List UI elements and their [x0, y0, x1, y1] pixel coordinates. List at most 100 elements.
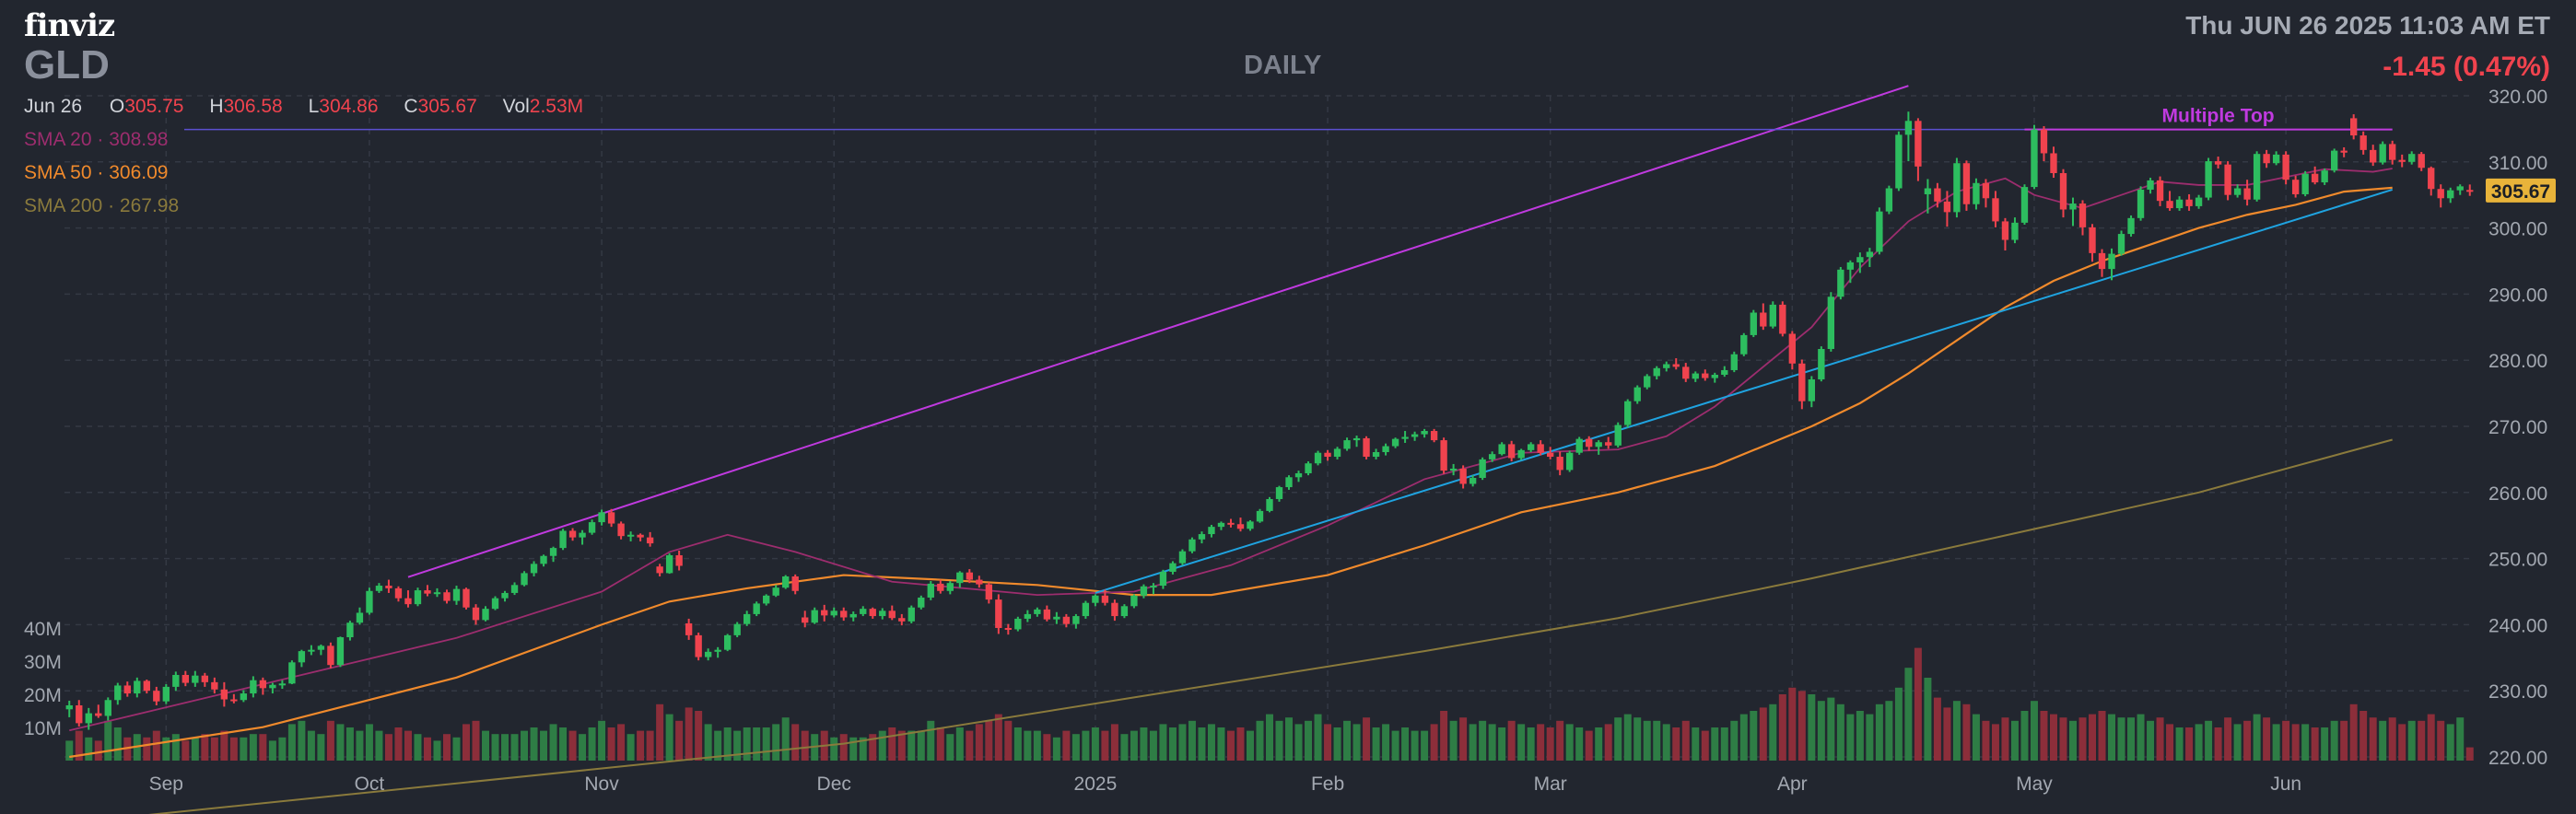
volume-bar — [1972, 714, 1980, 761]
candle-body — [2117, 234, 2125, 254]
candle-body — [2089, 227, 2096, 253]
candle-body — [2205, 161, 2212, 198]
volume-bar — [1120, 734, 1129, 761]
volume-tick-label: 30M — [24, 652, 62, 673]
candle-body — [1605, 442, 1612, 446]
candle-body — [463, 588, 470, 608]
candle-body — [1721, 369, 1728, 375]
sma50-legend[interactable]: SMA 50 · 306.09 — [24, 162, 169, 183]
candle-body — [1914, 121, 1922, 167]
candle-body — [1808, 379, 1816, 401]
price-tick-label: 220.00 — [2488, 748, 2547, 769]
candle-body — [134, 680, 141, 694]
volume-bar — [1894, 687, 1903, 761]
candle-body — [443, 592, 451, 601]
close-label: C — [404, 96, 418, 117]
volume-bar — [143, 737, 151, 761]
volume-bar — [2446, 724, 2454, 761]
volume-bar — [579, 734, 587, 761]
candle-body — [404, 598, 412, 605]
volume-bar — [1653, 720, 1661, 761]
sma20-legend[interactable]: SMA 20 · 308.98 — [24, 129, 169, 150]
volume-bar — [162, 737, 170, 761]
candle-body — [2137, 189, 2145, 218]
candle-body — [849, 613, 857, 618]
candle-body — [1294, 472, 1303, 478]
candle-body — [1324, 452, 1331, 458]
volume-bar — [287, 724, 296, 761]
volume-value: 2.53M — [529, 96, 584, 117]
volume-bar — [442, 734, 451, 761]
volume-bar — [2020, 711, 2029, 761]
volume-bar — [1517, 724, 1526, 761]
volume-bar — [317, 734, 325, 761]
candle-body — [2040, 129, 2048, 154]
candle-body — [153, 691, 160, 702]
volume-bar — [1808, 694, 1816, 761]
candle-body — [2263, 154, 2270, 164]
candle-body — [665, 555, 673, 574]
candle-body — [2418, 154, 2425, 169]
volume-bar — [1198, 727, 1206, 761]
candle-body — [1769, 304, 1776, 327]
candle-body — [259, 680, 267, 689]
volume-bar — [1759, 707, 1767, 761]
sma200-legend[interactable]: SMA 200 · 267.98 — [24, 195, 180, 216]
candle-body — [65, 704, 73, 710]
volume-bar — [472, 720, 480, 761]
candle-body — [308, 649, 315, 652]
volume-bar — [1788, 687, 1797, 761]
candle-body — [763, 595, 770, 604]
last-price-tag — [2486, 178, 2556, 203]
candle-body — [2428, 168, 2435, 190]
volume-bar — [1498, 727, 1506, 761]
candle-body — [1962, 163, 1971, 204]
volume-bar — [1537, 724, 1545, 761]
high-value: 306.58 — [223, 96, 283, 117]
candle-body — [704, 651, 712, 657]
volume-bar — [781, 717, 790, 761]
volume-bar — [356, 730, 364, 761]
volume-bar — [1110, 724, 1118, 761]
candle-body — [937, 583, 944, 591]
volume-bar — [936, 727, 944, 761]
volume-bar — [1246, 730, 1254, 761]
candle-body — [1595, 442, 1602, 448]
volume-bar — [375, 730, 383, 761]
volume-bar — [1479, 720, 1487, 761]
price-tick-label: 310.00 — [2488, 153, 2547, 174]
volume-bar — [1672, 727, 1680, 761]
volume-bar — [1411, 730, 1419, 761]
volume-bar — [1866, 714, 1874, 761]
volume-bar — [1875, 704, 1883, 761]
candle-body — [501, 592, 509, 599]
price-tick-label: 260.00 — [2488, 483, 2547, 505]
candle-body — [685, 622, 693, 635]
volume-bar — [113, 727, 122, 761]
candle-body — [1682, 366, 1690, 379]
volume-bar — [2263, 717, 2271, 761]
candle-body — [1633, 387, 1641, 401]
candle-body — [1904, 121, 1913, 135]
candle-body — [1614, 424, 1622, 446]
candle-body — [240, 693, 248, 701]
volume-bar — [1266, 714, 1273, 761]
candle-body — [288, 662, 296, 684]
price-tick-label: 280.00 — [2488, 351, 2547, 372]
volume-bar — [1933, 697, 1941, 761]
x-tick-label: May — [2016, 773, 2053, 795]
volume-bar — [2127, 717, 2136, 761]
volume-bar — [665, 714, 673, 761]
candle-body — [1730, 354, 1738, 370]
volume-bar — [1236, 727, 1245, 761]
support-trendline — [1095, 189, 2393, 594]
candle-body — [637, 534, 644, 538]
candle-body — [1363, 437, 1370, 458]
volume-bar — [888, 727, 896, 761]
candle-body — [2069, 204, 2077, 210]
finviz-logo[interactable]: finviz — [24, 7, 115, 44]
volume-bar — [966, 730, 974, 761]
candle-body — [1352, 437, 1361, 441]
candle-body — [1644, 376, 1651, 388]
